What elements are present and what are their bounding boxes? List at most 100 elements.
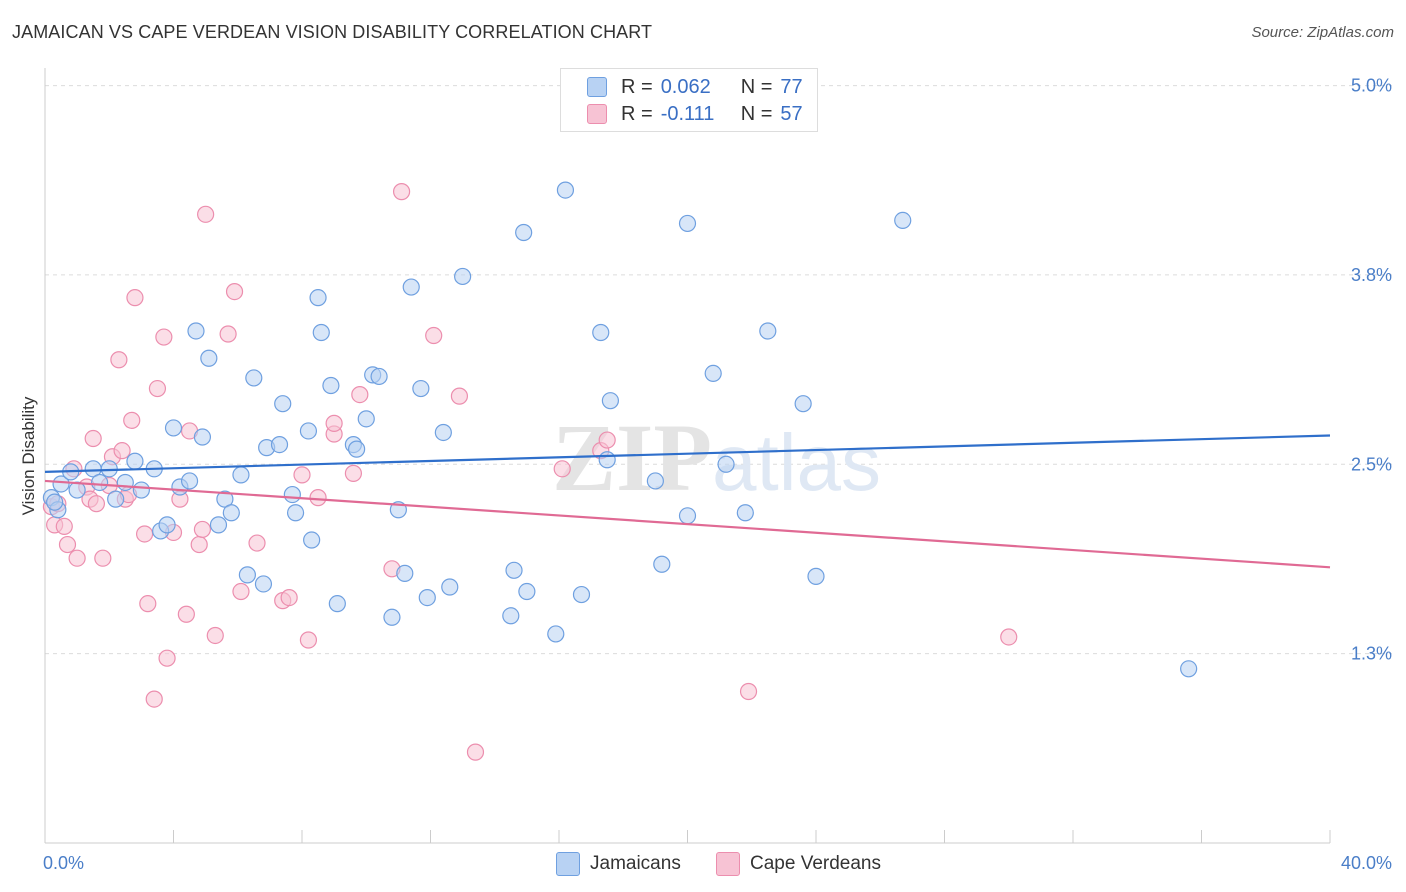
data-point — [547, 625, 565, 643]
tick-labels: 1.3% 2.5% 3.8% 5.0% 0.0% 40.0% — [43, 76, 1392, 873]
legend-r-label: R = — [621, 102, 653, 125]
data-point — [502, 607, 520, 625]
data-point — [299, 422, 318, 440]
data-point — [206, 626, 224, 645]
data-point — [145, 690, 163, 708]
data-point — [87, 495, 106, 513]
data-point — [148, 379, 167, 398]
data-point — [717, 455, 735, 473]
data-point — [794, 395, 812, 413]
bottom-legend-swatch-blue — [556, 852, 580, 876]
legend-r-value: -0.111 — [660, 102, 715, 125]
data-point — [383, 608, 401, 626]
data-point — [116, 473, 134, 492]
data-point — [94, 549, 112, 567]
data-point — [84, 429, 102, 448]
data-point — [454, 267, 472, 286]
data-point — [68, 549, 86, 567]
data-point — [425, 326, 443, 345]
data-point — [402, 278, 420, 296]
data-point — [55, 517, 73, 535]
y-tick-label: 1.3% — [1351, 644, 1392, 664]
data-point — [518, 582, 536, 601]
bottom-legend-cape-verdeans: Cape Verdeans — [716, 852, 881, 876]
data-point — [158, 516, 176, 534]
data-point — [238, 566, 256, 584]
watermark-atlas: atlas — [712, 418, 881, 507]
data-point — [598, 451, 616, 469]
data-point — [107, 490, 125, 508]
data-point — [58, 535, 77, 554]
legend-n-label: N = — [740, 75, 773, 98]
data-point — [601, 392, 620, 410]
data-point — [209, 516, 228, 534]
source-label: Source: ZipAtlas.com — [1251, 24, 1394, 41]
data-point — [505, 561, 523, 579]
data-point — [155, 328, 173, 346]
data-point — [158, 649, 176, 667]
data-point — [219, 325, 237, 343]
data-point — [222, 504, 240, 522]
legend-r-label: R = — [621, 75, 653, 98]
data-point — [197, 205, 215, 223]
data-point — [132, 481, 150, 499]
data-point — [193, 428, 212, 446]
data-point — [200, 349, 218, 367]
y-tick-label: 3.8% — [1351, 265, 1392, 285]
data-point — [190, 535, 208, 554]
legend-row-jamaicans: R = 0.062 N = 77 — [587, 75, 803, 99]
data-point — [139, 595, 157, 613]
data-point — [466, 743, 485, 761]
data-point — [646, 472, 664, 490]
data-point — [254, 575, 273, 593]
data-point — [325, 414, 343, 432]
legend-r-value: 0.062 — [660, 75, 711, 98]
data-point — [91, 473, 109, 492]
series-jamaicans — [42, 181, 1198, 678]
data-point — [370, 367, 388, 386]
data-point — [556, 181, 575, 199]
data-point — [113, 442, 131, 460]
data-point — [441, 578, 459, 596]
watermark: ZIP atlas — [552, 404, 881, 511]
data-point — [357, 410, 375, 428]
data-point — [759, 322, 777, 340]
data-point — [299, 631, 318, 649]
axes — [44, 68, 1331, 844]
data-point — [248, 534, 266, 552]
data-point — [328, 595, 346, 613]
trend-line — [44, 434, 1331, 473]
bottom-legend-label: Cape Verdeans — [750, 853, 881, 874]
data-point — [232, 466, 250, 484]
data-point — [280, 588, 298, 607]
data-point — [704, 364, 722, 382]
legend-swatch-pink — [587, 104, 607, 124]
data-point — [52, 475, 70, 493]
bottom-legend-label: Jamaicans — [590, 853, 681, 874]
data-point — [434, 423, 452, 442]
trend-lines — [44, 434, 1331, 569]
y-axis-title: Vision Disability — [19, 396, 38, 515]
legend: R = 0.062 N = 77 R = -0.111 N = 57 — [560, 68, 818, 132]
data-point — [126, 452, 144, 470]
data-point — [293, 466, 311, 484]
data-point — [270, 435, 289, 454]
data-point — [286, 504, 305, 522]
chart-title: JAMAICAN VS CAPE VERDEAN VISION DISABILI… — [12, 22, 653, 42]
data-point — [309, 289, 327, 307]
data-point — [598, 431, 616, 449]
data-point — [396, 564, 414, 582]
data-point — [187, 322, 205, 340]
data-point — [123, 411, 141, 429]
data-point — [592, 323, 610, 342]
data-point — [807, 567, 825, 585]
data-point — [193, 520, 212, 539]
data-point — [418, 588, 436, 607]
data-point — [572, 585, 591, 604]
data-point — [739, 682, 758, 701]
data-point — [110, 351, 128, 369]
data-point — [678, 214, 697, 233]
data-point — [392, 183, 411, 201]
y-tick-label: 2.5% — [1351, 454, 1392, 474]
